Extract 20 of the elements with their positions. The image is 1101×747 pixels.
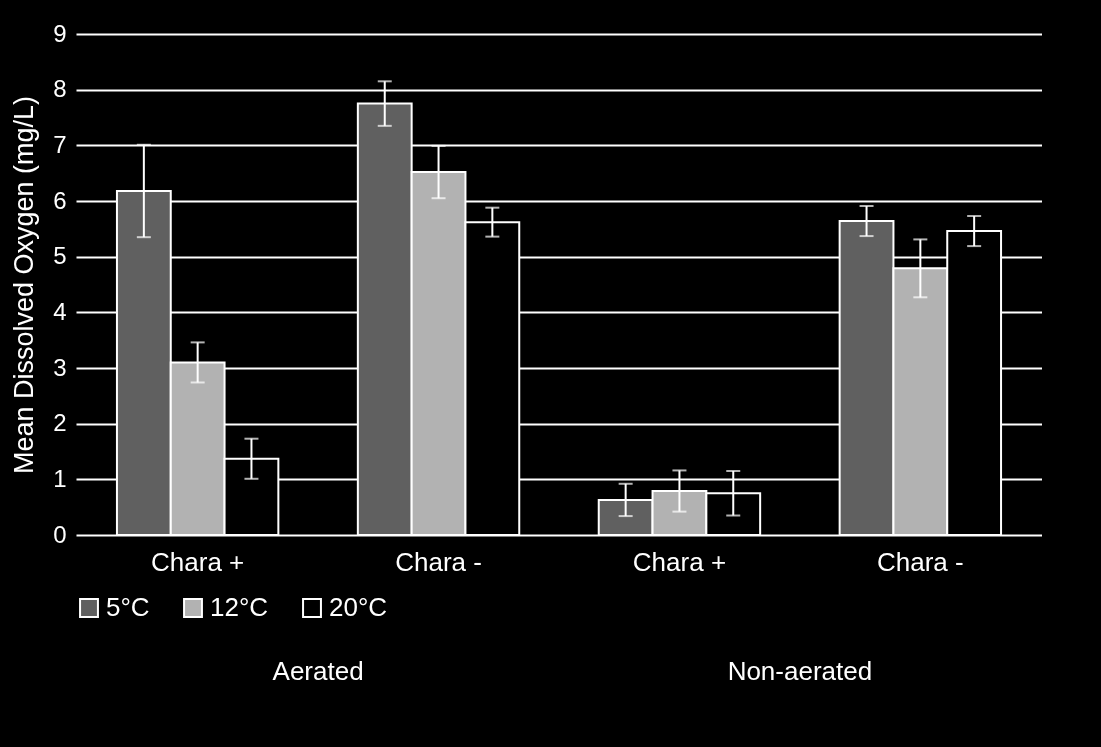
text: Non-aerated <box>727 656 873 686</box>
y-tick-label: 1 <box>53 464 67 492</box>
y-tick-label: 9 <box>53 19 67 47</box>
y-tick-label: 0 <box>53 520 67 548</box>
legend-label: 12°C <box>210 592 269 622</box>
y-tick-label: 5 <box>53 242 67 270</box>
legend-label: 5°C <box>106 592 150 622</box>
y-tick-label: 8 <box>53 75 67 103</box>
x-tick-label: Chara - <box>395 546 482 577</box>
x-tick-label: Chara + <box>151 546 245 577</box>
text: Aerated <box>272 656 364 686</box>
y-axis-title: Mean Dissolved Oxygen (mg/L) <box>9 95 40 475</box>
y-tick-label: 4 <box>53 297 67 325</box>
legend-label: 20°C <box>329 592 388 622</box>
y-tick-label: 6 <box>53 186 67 214</box>
y-tick-label: 2 <box>53 409 67 437</box>
x-tick-label: Chara - <box>877 546 964 577</box>
x-tick-label: Chara + <box>632 546 727 577</box>
y-tick-label: 7 <box>53 130 67 158</box>
y-tick-label: 3 <box>53 353 67 381</box>
